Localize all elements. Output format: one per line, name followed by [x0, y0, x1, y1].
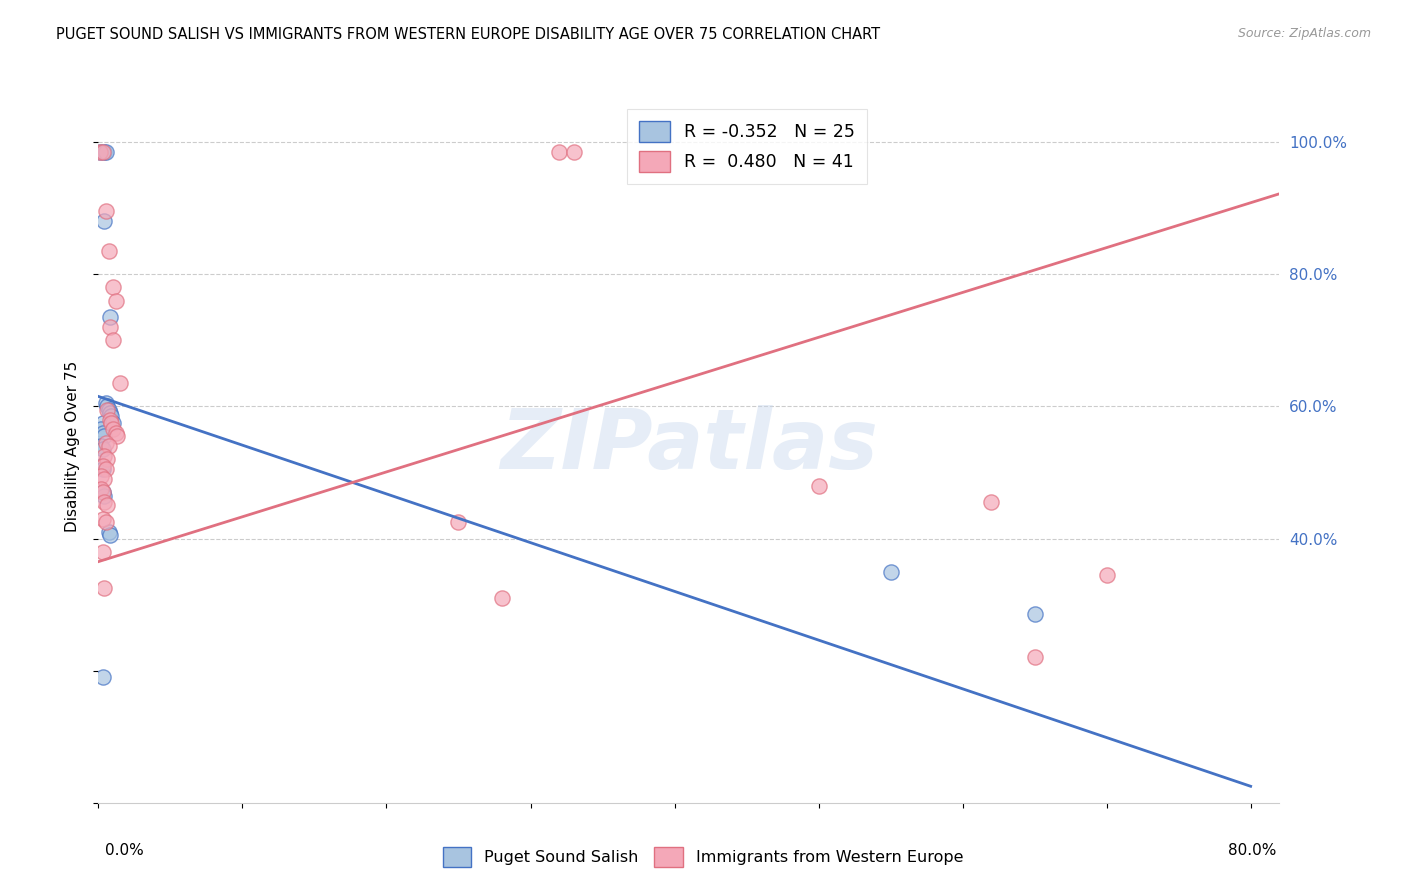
Point	[97, 244, 120, 258]
Point	[91, 511, 114, 525]
Point	[90, 422, 112, 436]
Point	[89, 145, 111, 159]
Point	[93, 214, 115, 228]
Point	[101, 280, 124, 294]
Text: 0.0%: 0.0%	[105, 843, 145, 858]
Point	[91, 416, 114, 430]
Point	[96, 499, 118, 513]
Point	[96, 452, 118, 467]
Point	[90, 458, 112, 473]
Text: 80.0%: 80.0%	[1229, 843, 1277, 858]
Legend: R = -0.352   N = 25, R =  0.480   N = 41: R = -0.352 N = 25, R = 0.480 N = 41	[627, 109, 868, 184]
Point	[100, 409, 122, 424]
Point	[90, 468, 112, 483]
Point	[548, 145, 571, 159]
Point	[91, 458, 114, 473]
Point	[91, 670, 114, 684]
Point	[94, 515, 117, 529]
Point	[94, 145, 117, 159]
Point	[89, 145, 111, 159]
Point	[98, 406, 121, 420]
Point	[94, 462, 117, 476]
Point	[98, 310, 121, 325]
Point	[98, 320, 121, 334]
Point	[91, 485, 114, 500]
Point	[1024, 650, 1046, 665]
Point	[91, 545, 114, 559]
Point	[879, 565, 901, 579]
Point	[93, 489, 115, 503]
Point	[91, 145, 114, 159]
Point	[562, 145, 585, 159]
Point	[97, 524, 120, 539]
Legend: Puget Sound Salish, Immigrants from Western Europe: Puget Sound Salish, Immigrants from West…	[436, 841, 970, 873]
Point	[807, 478, 830, 492]
Point	[96, 402, 118, 417]
Point	[90, 439, 112, 453]
Point	[93, 429, 115, 443]
Point	[98, 412, 121, 426]
Point	[447, 515, 470, 529]
Point	[93, 472, 115, 486]
Point	[101, 333, 124, 347]
Point	[94, 204, 117, 219]
Point	[97, 439, 120, 453]
Point	[93, 581, 115, 595]
Point	[100, 416, 122, 430]
Point	[104, 425, 127, 440]
Point	[1024, 607, 1046, 622]
Point	[91, 442, 114, 457]
Point	[91, 425, 114, 440]
Point	[94, 396, 117, 410]
Point	[93, 145, 115, 159]
Text: ZIPatlas: ZIPatlas	[501, 406, 877, 486]
Point	[98, 528, 121, 542]
Point	[93, 495, 115, 509]
Point	[97, 402, 120, 417]
Point	[105, 429, 128, 443]
Point	[91, 462, 114, 476]
Text: PUGET SOUND SALISH VS IMMIGRANTS FROM WESTERN EUROPE DISABILITY AGE OVER 75 CORR: PUGET SOUND SALISH VS IMMIGRANTS FROM WE…	[56, 27, 880, 42]
Point	[91, 485, 114, 500]
Y-axis label: Disability Age Over 75: Disability Age Over 75	[65, 360, 80, 532]
Point	[90, 482, 112, 496]
Point	[980, 495, 1002, 509]
Point	[101, 422, 124, 436]
Point	[491, 591, 513, 605]
Text: Source: ZipAtlas.com: Source: ZipAtlas.com	[1237, 27, 1371, 40]
Point	[93, 449, 115, 463]
Point	[96, 400, 118, 414]
Point	[1095, 567, 1118, 582]
Point	[108, 376, 131, 391]
Point	[104, 293, 127, 308]
Point	[101, 416, 124, 430]
Point	[94, 435, 117, 450]
